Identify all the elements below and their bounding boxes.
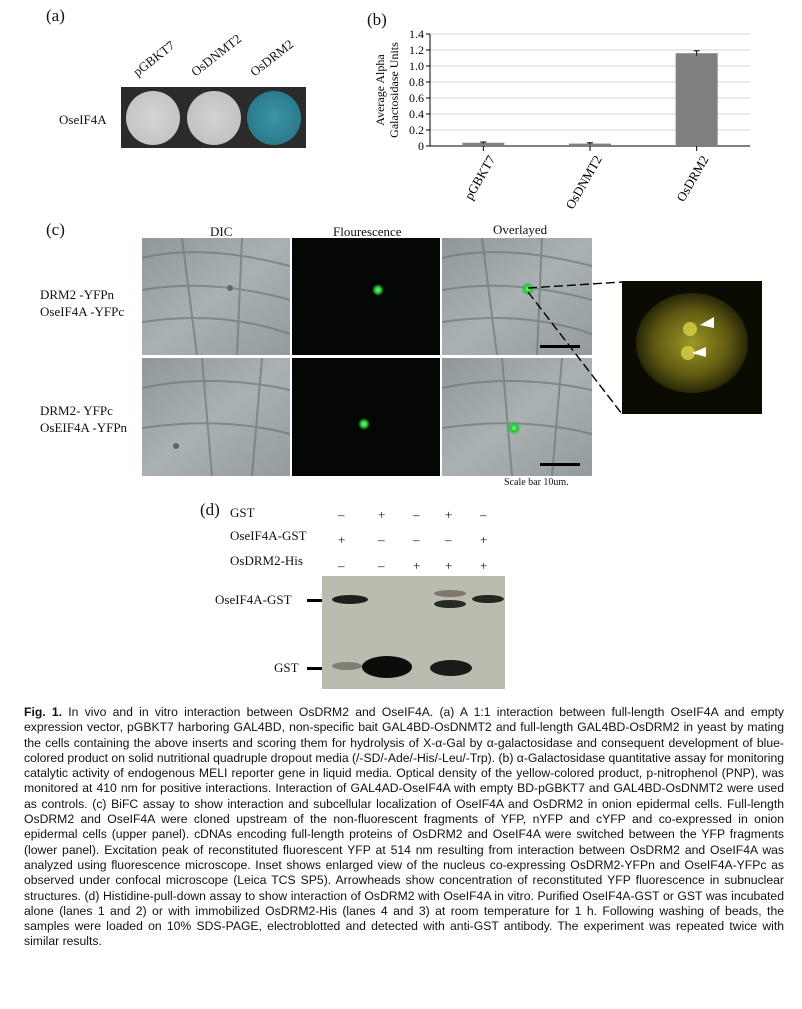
lane-sign: – (338, 507, 345, 522)
bar (462, 142, 505, 146)
y-tick-label: 0.8 (409, 75, 424, 89)
panel-c-header-overlayed: Overlayed (493, 222, 548, 237)
blot-band (332, 662, 362, 670)
dic-image-row2 (142, 357, 291, 476)
western-blot-image (322, 576, 505, 689)
blot-band (332, 595, 368, 604)
caption-text: In vivo and in vitro interaction between… (24, 705, 784, 949)
lane-sign: + (378, 507, 386, 522)
overlay-image-row2 (441, 357, 592, 476)
pulldown-row-label: OsDRM2-His (230, 553, 303, 568)
panel-a-column-label: OsDNMT2 (188, 30, 245, 80)
lane-sign: – (378, 558, 385, 573)
lane-sign: – (480, 507, 487, 522)
lane-sign: – (378, 532, 385, 547)
panel-c-letter: (c) (46, 220, 65, 239)
yeast-spot-osdnmt2 (187, 91, 241, 145)
lane-sign: – (338, 558, 345, 573)
lane-sign: + (480, 532, 488, 547)
figure-label: Fig. 1. (24, 705, 63, 719)
y-tick-label: 1.2 (409, 43, 424, 57)
panel-c-row2-label: DRM2- YFPc OsEIF4A -YFPn (40, 402, 127, 436)
x-category-label: OsDNMT2 (562, 153, 605, 212)
overlay-image-row1 (441, 238, 592, 356)
y-tick-label: 1.4 (409, 27, 424, 41)
arrowhead-icon (700, 317, 714, 328)
blot-band (434, 590, 466, 597)
alpha-galactosidase-bar-chart: 0 0.2 0.4 0.6 0.8 1.0 1.2 1.4 pGBKT7 OsDNMT2 OsDRM… (373, 27, 750, 212)
lane-sign: – (413, 532, 420, 547)
y-tick-label: 1.0 (409, 59, 424, 73)
bar (569, 143, 611, 146)
panel-c-row1-label: DRM2 -YFPn OseIF4A -YFPc (40, 286, 124, 320)
row1-label-line1: DRM2 -YFPn (40, 287, 115, 302)
panel-b-letter: (b) (367, 10, 387, 29)
yeast-spot-pgbkt7 (126, 91, 180, 145)
lane-sign: + (480, 558, 488, 573)
yeast-plate-image (121, 87, 306, 148)
confocal-inset-image (622, 281, 762, 414)
lane-sign: – (445, 532, 452, 547)
row2-label-line1: DRM2- YFPc (40, 403, 113, 418)
fluorescence-image-row2 (292, 358, 440, 476)
lane-sign: – (413, 507, 420, 522)
panel-d-letter: (d) (200, 500, 220, 519)
panel-c-header-fluorescence: Flourescence (333, 224, 402, 239)
x-category-label: pGBKT7 (461, 152, 498, 202)
row1-label-line2: OseIF4A -YFPc (40, 304, 125, 319)
panel-c-header-dic: DIC (210, 224, 233, 239)
blot-band (434, 600, 466, 608)
panel-a-column-label: OsDRM2 (247, 36, 297, 80)
bar (675, 53, 718, 147)
pulldown-row-label: OseIF4A-GST (230, 528, 307, 543)
row2-label-line2: OsEIF4A -YFPn (40, 420, 128, 435)
band-marker-top (307, 599, 323, 602)
band-marker-bottom (307, 667, 323, 670)
panel-a-letter: (a) (46, 6, 65, 25)
arrowhead-icon (692, 347, 706, 357)
scale-bar-row1 (540, 345, 580, 348)
fluorescence-image-row1 (292, 238, 440, 355)
pulldown-row-label: GST (230, 505, 255, 520)
yeast-spot-osdrm2 (247, 91, 301, 145)
lane-sign: + (445, 507, 453, 522)
scale-bar-caption: Scale bar 10um. (504, 477, 569, 488)
dic-image-row1 (142, 238, 291, 356)
blot-band (472, 595, 504, 603)
y-tick-label: 0.6 (409, 91, 424, 105)
y-axis-label: Average AlphaGalactosidase Units (373, 42, 401, 138)
lane-sign: + (445, 558, 453, 573)
blot-band (430, 660, 472, 676)
lane-sign: + (413, 558, 421, 573)
micrograph-grid (142, 238, 592, 476)
band-label-gst: GST (274, 660, 299, 675)
panel-a-column-label: pGBKT7 (130, 37, 178, 80)
blot-band (362, 656, 412, 678)
x-category-label: OsDRM2 (673, 153, 711, 204)
inset-connector-lines (527, 281, 623, 415)
panel-a-row-label: OseIF4A (59, 112, 107, 127)
band-label-oseif4a-gst: OseIF4A-GST (215, 592, 292, 607)
y-tick-label: 0.4 (409, 107, 424, 121)
figure-caption: Fig. 1. In vivo and in vitro interaction… (24, 705, 784, 950)
scale-bar-row2 (540, 463, 580, 466)
lane-sign: + (338, 532, 346, 547)
y-tick-label: 0.2 (409, 123, 424, 137)
y-tick-label: 0 (418, 139, 424, 153)
